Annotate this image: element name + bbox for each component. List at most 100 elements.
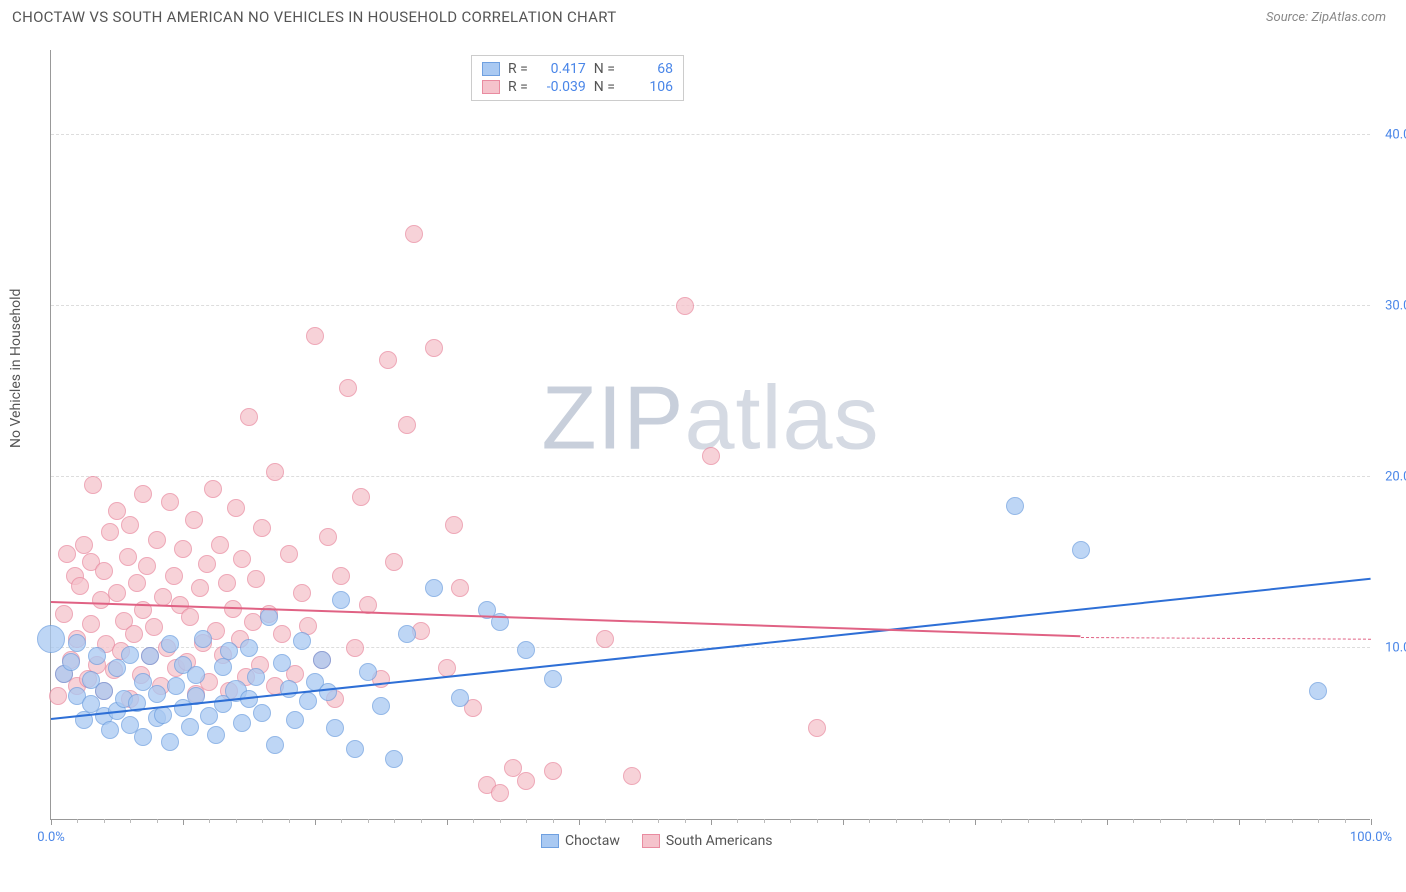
scatter-point-choctaw xyxy=(253,704,271,722)
stats-row-choctaw: R = 0.417 N = 68 xyxy=(482,60,673,78)
x-tick-minor xyxy=(394,819,395,823)
scatter-point-south-american xyxy=(280,545,298,563)
trend-line-south-american-extrapolated xyxy=(1081,637,1371,640)
scatter-point-south-american xyxy=(198,555,216,573)
x-tick xyxy=(183,819,184,825)
scatter-point-choctaw xyxy=(68,634,86,652)
scatter-point-south-american xyxy=(82,615,100,633)
scatter-point-choctaw xyxy=(220,642,238,660)
scatter-point-choctaw xyxy=(194,630,212,648)
y-tick-label: 20.0% xyxy=(1375,469,1406,484)
scatter-point-south-american xyxy=(95,562,113,580)
scatter-point-south-american xyxy=(596,630,614,648)
x-tick-minor xyxy=(289,819,290,823)
x-tick-minor xyxy=(130,819,131,823)
scatter-point-choctaw xyxy=(233,714,251,732)
scatter-point-choctaw xyxy=(385,750,403,768)
scatter-point-south-american xyxy=(425,339,443,357)
x-tick xyxy=(315,819,316,825)
scatter-point-south-american xyxy=(108,584,126,602)
scatter-point-south-american xyxy=(71,577,89,595)
x-tick-minor xyxy=(1213,819,1214,823)
scatter-point-choctaw xyxy=(273,654,291,672)
scatter-point-choctaw xyxy=(161,733,179,751)
x-tick-minor xyxy=(236,819,237,823)
scatter-point-choctaw xyxy=(359,663,377,681)
scatter-point-south-american xyxy=(247,570,265,588)
gridline xyxy=(51,476,1370,477)
scatter-point-choctaw xyxy=(286,711,304,729)
scatter-point-south-american xyxy=(204,480,222,498)
y-tick-label: 10.0% xyxy=(1375,640,1406,655)
x-tick xyxy=(51,819,52,825)
scatter-point-south-american xyxy=(49,687,67,705)
scatter-point-south-american xyxy=(702,447,720,465)
x-tick-minor xyxy=(1001,819,1002,823)
x-tick-minor xyxy=(209,819,210,823)
y-tick-label: 30.0% xyxy=(1375,298,1406,313)
scatter-point-choctaw xyxy=(1006,497,1024,515)
scatter-point-choctaw xyxy=(62,653,80,671)
scatter-point-choctaw xyxy=(398,625,416,643)
scatter-point-choctaw xyxy=(293,632,311,650)
scatter-point-choctaw xyxy=(517,641,535,659)
scatter-point-choctaw xyxy=(187,666,205,684)
scatter-point-south-american xyxy=(101,523,119,541)
scatter-point-south-american xyxy=(346,639,364,657)
scatter-point-south-american xyxy=(517,772,535,790)
scatter-point-choctaw xyxy=(181,718,199,736)
x-tick xyxy=(1371,819,1372,825)
scatter-point-choctaw xyxy=(260,608,278,626)
legend-swatch-south-american xyxy=(642,834,660,848)
scatter-point-south-american xyxy=(808,719,826,737)
scatter-point-choctaw xyxy=(425,579,443,597)
scatter-point-choctaw xyxy=(167,677,185,695)
x-tick xyxy=(711,819,712,825)
x-tick-minor xyxy=(1133,819,1134,823)
x-tick-minor xyxy=(1054,819,1055,823)
legend-item-choctaw: Choctaw xyxy=(541,833,620,849)
legend-item-south-american: South Americans xyxy=(642,833,773,849)
scatter-point-south-american xyxy=(145,618,163,636)
scatter-point-choctaw xyxy=(1309,682,1327,700)
swatch-choctaw xyxy=(482,62,500,76)
scatter-point-choctaw xyxy=(141,647,159,665)
scatter-point-south-american xyxy=(266,463,284,481)
scatter-point-choctaw xyxy=(451,689,469,707)
x-tick-minor xyxy=(1081,819,1082,823)
x-tick-minor xyxy=(896,819,897,823)
scatter-point-south-american xyxy=(240,408,258,426)
x-tick xyxy=(579,819,580,825)
x-tick-minor xyxy=(1028,819,1029,823)
scatter-point-south-american xyxy=(293,584,311,602)
scatter-point-choctaw xyxy=(313,651,331,669)
x-tick-minor xyxy=(553,819,554,823)
scatter-point-south-american xyxy=(138,557,156,575)
scatter-point-choctaw xyxy=(214,658,232,676)
scatter-point-choctaw xyxy=(88,647,106,665)
x-tick-minor xyxy=(605,819,606,823)
x-tick-label: 0.0% xyxy=(37,830,65,845)
x-tick-minor xyxy=(526,819,527,823)
x-tick-minor xyxy=(1160,819,1161,823)
scatter-point-south-american xyxy=(128,574,146,592)
x-tick-minor xyxy=(77,819,78,823)
legend-swatch-choctaw xyxy=(541,834,559,848)
gridline xyxy=(51,305,1370,306)
scatter-point-south-american xyxy=(121,516,139,534)
x-tick-minor xyxy=(737,819,738,823)
x-tick-minor xyxy=(790,819,791,823)
scatter-point-south-american xyxy=(233,550,251,568)
scatter-chart: ZIPatlas R = 0.417 N = 68 R = -0.039 N =… xyxy=(50,50,1370,820)
scatter-point-south-american xyxy=(125,625,143,643)
scatter-point-south-american xyxy=(84,476,102,494)
scatter-point-south-american xyxy=(332,567,350,585)
scatter-point-south-american xyxy=(55,605,73,623)
scatter-point-choctaw xyxy=(37,625,65,653)
x-tick-minor xyxy=(1345,819,1346,823)
x-tick xyxy=(1239,819,1240,825)
x-tick xyxy=(975,819,976,825)
chart-title: CHOCTAW VS SOUTH AMERICAN NO VEHICLES IN… xyxy=(12,8,616,26)
x-tick-minor xyxy=(341,819,342,823)
x-tick-minor xyxy=(1292,819,1293,823)
